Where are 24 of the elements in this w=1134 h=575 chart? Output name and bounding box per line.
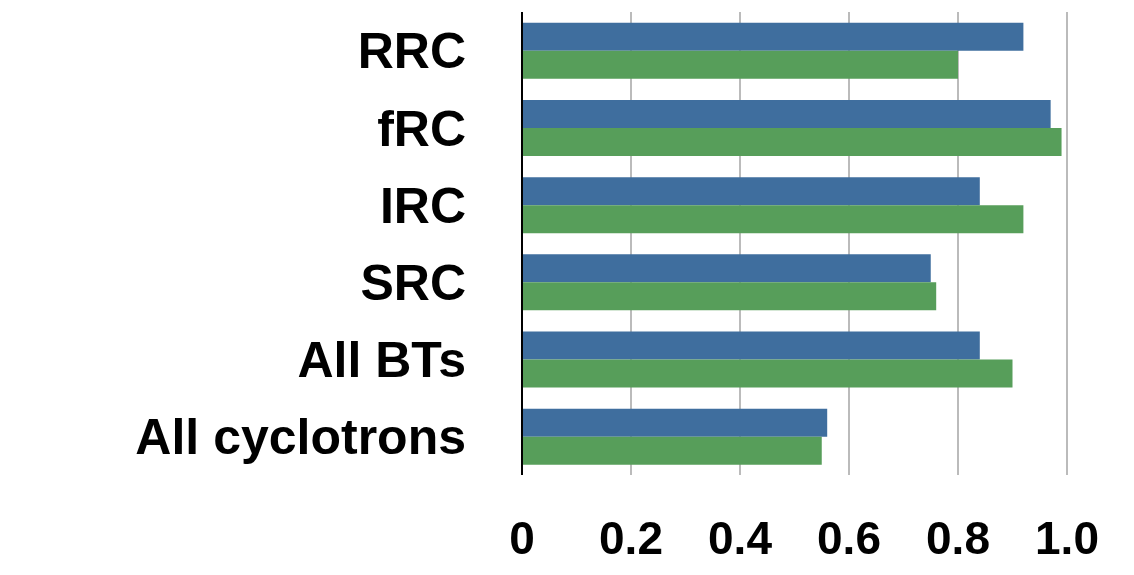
bar <box>522 331 980 360</box>
bar <box>522 282 937 311</box>
x-tick-label: 0.2 <box>599 511 663 564</box>
bar <box>522 22 1024 51</box>
x-tick-label: 0.4 <box>708 511 773 564</box>
bar <box>522 127 1062 156</box>
y-tick-label: All cyclotrons <box>135 409 466 466</box>
bar <box>522 436 822 465</box>
bar <box>522 408 828 437</box>
y-tick-label: fRC <box>377 100 466 157</box>
bar <box>522 254 931 283</box>
y-tick-label: IRC <box>379 177 466 234</box>
bar <box>522 99 1051 128</box>
y-tick-label: RRC <box>357 23 466 80</box>
bar <box>522 50 958 79</box>
y-tick-label: SRC <box>360 254 466 311</box>
bar <box>522 205 1024 234</box>
x-tick-label: 1.0 <box>1035 511 1099 564</box>
x-tick-label: 0.8 <box>926 511 990 564</box>
y-tick-label: All BTs <box>297 332 466 388</box>
x-tick-label: 0.6 <box>817 511 881 564</box>
x-tick-label: 0 <box>509 511 535 564</box>
bar <box>522 177 980 206</box>
bar <box>522 359 1013 388</box>
